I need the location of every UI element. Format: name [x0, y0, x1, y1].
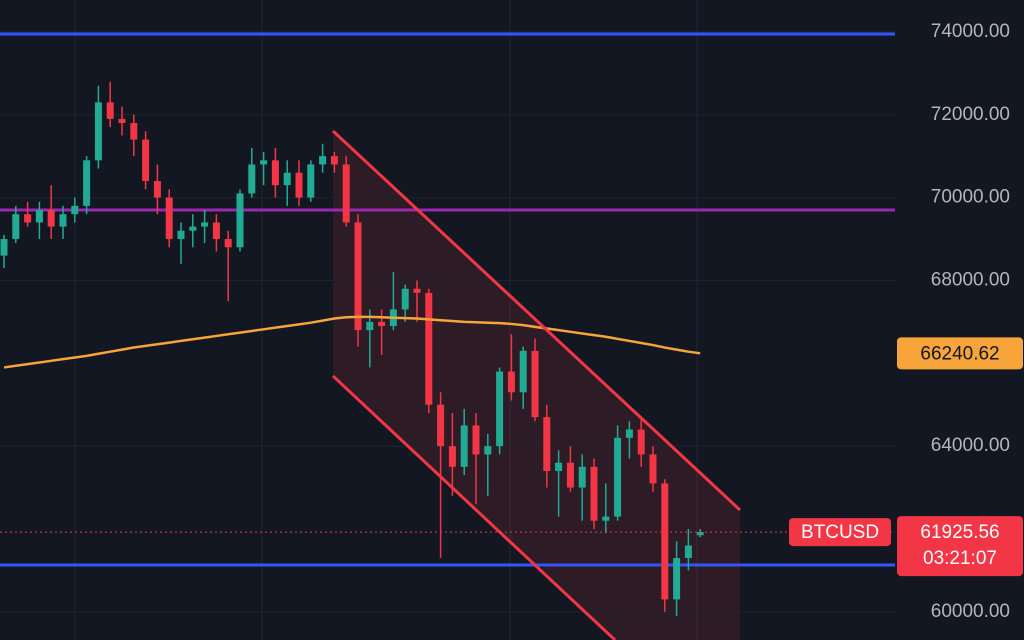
candle-body	[401, 288, 409, 310]
candle-body	[130, 123, 138, 140]
symbol-label: BTCUSD	[801, 522, 879, 543]
candle-body	[531, 350, 539, 418]
grid	[0, 31, 895, 613]
candle-body	[602, 516, 610, 521]
candle-body	[35, 210, 43, 223]
countdown-label: 03:21:07	[923, 548, 997, 569]
candle-body	[625, 429, 633, 438]
candle-body	[484, 446, 492, 455]
candle-body	[330, 156, 338, 165]
candle-body	[437, 404, 445, 447]
candle-body	[555, 462, 563, 471]
y-tick-label: 70000.00	[931, 187, 1010, 208]
candle-body	[413, 288, 421, 293]
moving-average	[3, 315, 701, 369]
channel-lower	[331, 374, 617, 640]
candle-body	[519, 350, 527, 393]
candle-body	[201, 222, 209, 227]
y-tick-label: 68000.00	[931, 269, 1010, 290]
y-tick-label: 72000.00	[931, 104, 1010, 125]
candle-body	[248, 164, 256, 194]
candle-body	[271, 160, 279, 186]
candle-body	[189, 226, 197, 231]
candle-body	[236, 193, 244, 248]
candle-body	[177, 230, 185, 240]
candle-body	[59, 214, 67, 227]
candle-body	[295, 172, 303, 198]
candle-body	[696, 532, 704, 536]
candle-body	[496, 371, 504, 447]
candle-body	[118, 118, 126, 124]
candle-body	[448, 446, 456, 467]
candle-body	[71, 205, 79, 215]
candle-body	[354, 222, 362, 331]
candle-body	[212, 222, 220, 240]
candle-body	[47, 210, 55, 227]
candle-body	[590, 466, 598, 521]
candle-body	[460, 425, 468, 467]
candle-body	[224, 239, 232, 248]
ma-price-label: 66240.62	[920, 343, 999, 364]
candle-body	[342, 164, 350, 223]
y-tick-label: 60000.00	[931, 601, 1010, 622]
candle-body	[165, 197, 173, 240]
candle-body	[378, 321, 386, 327]
candle-body	[578, 466, 586, 488]
candle-body	[106, 102, 114, 119]
candle-body	[24, 214, 32, 223]
candle-body	[614, 437, 622, 517]
candle-body	[260, 160, 268, 165]
candle-body	[319, 156, 327, 165]
y-tick-label: 64000.00	[931, 435, 1010, 456]
candle-body	[142, 139, 150, 182]
candle-body	[543, 417, 551, 471]
candle-body	[637, 429, 645, 455]
candle-body	[507, 371, 515, 393]
candle-body	[684, 545, 692, 558]
candle-body	[307, 164, 315, 198]
candle-body	[12, 214, 20, 240]
channel-upper	[331, 129, 742, 512]
candle-body	[425, 292, 433, 405]
candle-body	[83, 160, 91, 206]
candle-body	[366, 321, 374, 331]
ma-price-box	[897, 337, 1023, 370]
y-tick-label: 74000.00	[931, 21, 1010, 42]
candle-body	[94, 102, 102, 161]
price-box	[897, 516, 1023, 577]
candle-body	[472, 425, 480, 455]
candle-body	[153, 181, 161, 198]
candle-body	[649, 454, 657, 484]
candle-body	[673, 557, 681, 600]
last-price-label: 61925.56	[920, 522, 999, 543]
overlay: 60000.00 64000.00 68000.00 70000.00 72000.00…	[0, 21, 1023, 622]
symbol-box	[789, 518, 891, 547]
candle-body	[283, 172, 291, 186]
candles	[0, 81, 704, 616]
candle-body	[566, 462, 574, 488]
candle-body	[661, 483, 669, 600]
candle-body	[0, 239, 8, 256]
horizontal-lines	[0, 32, 895, 567]
